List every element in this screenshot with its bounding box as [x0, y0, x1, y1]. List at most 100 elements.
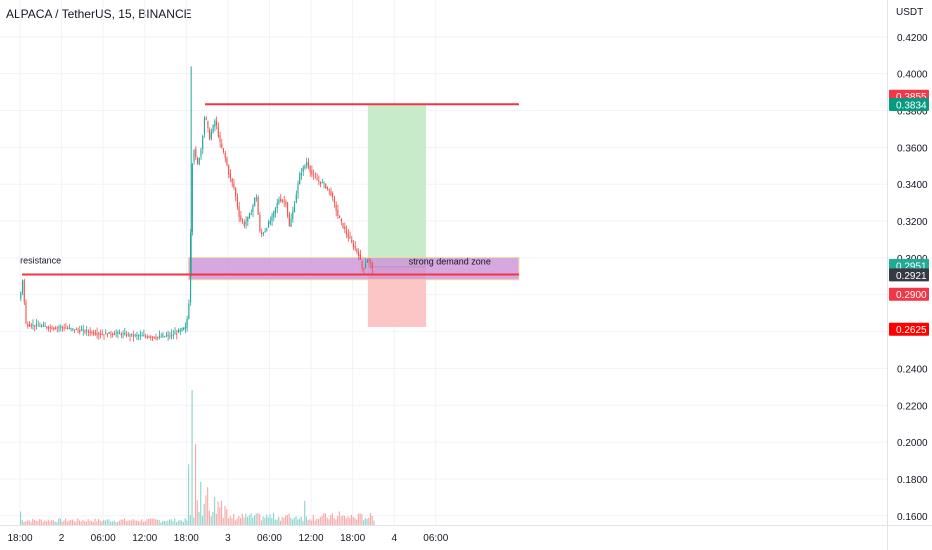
candle-body — [27, 324, 29, 327]
candle-body — [236, 197, 238, 208]
volume-bar — [361, 513, 363, 525]
candle-body — [136, 334, 138, 336]
candle-body — [269, 220, 271, 224]
volume-bar — [369, 513, 372, 525]
volume-bar — [323, 513, 325, 525]
candle-body — [314, 176, 316, 178]
candle-body — [318, 180, 320, 182]
candle-body — [214, 120, 216, 127]
candle-body — [146, 336, 148, 338]
candle-body — [342, 222, 344, 229]
volume-bar — [186, 520, 188, 525]
volume-bar — [39, 519, 41, 525]
volume-bar — [87, 519, 89, 525]
candle-body — [47, 326, 50, 329]
time-tick-label: 12:00 — [299, 533, 324, 544]
time-tick-label: 3 — [225, 533, 231, 544]
candle-body — [321, 182, 323, 184]
volume-bar — [238, 516, 240, 525]
candle-body — [307, 162, 309, 168]
volume-bar — [345, 518, 347, 525]
volume-bar — [139, 521, 141, 525]
candle-body — [143, 335, 145, 337]
volume-bar — [156, 519, 158, 525]
candle-body — [191, 163, 193, 233]
candle-body — [141, 335, 143, 337]
candle-body — [144, 336, 147, 338]
time-tick-label: 12:00 — [132, 533, 157, 544]
volume-bar — [91, 520, 93, 525]
volume-bar — [290, 517, 292, 525]
candle-body — [338, 215, 341, 218]
candle-body — [105, 332, 107, 335]
candle-body — [117, 331, 119, 334]
volume-bar — [234, 520, 236, 525]
volume-bar — [45, 521, 48, 525]
candle-body — [198, 157, 200, 165]
candle-body — [267, 222, 270, 228]
candle-body — [288, 214, 290, 227]
candle-body — [330, 191, 332, 196]
candle-body — [23, 280, 25, 302]
volume-bar — [71, 519, 74, 525]
volume-bar — [32, 518, 34, 525]
volume-bar — [54, 521, 56, 525]
volume-bar — [217, 501, 219, 525]
volume-bar — [189, 514, 191, 525]
candle-body — [186, 318, 188, 328]
candle-body — [278, 199, 280, 204]
volume-bar — [203, 503, 205, 525]
volume-bar — [253, 515, 256, 525]
volume-bar — [352, 516, 354, 525]
volume-bar — [89, 520, 91, 525]
candle-body — [235, 187, 237, 197]
volume-bar — [26, 520, 29, 525]
volume-bar — [279, 520, 282, 525]
volume-bar — [298, 518, 301, 525]
candle-body — [66, 328, 69, 330]
volume-bar — [96, 521, 98, 525]
volume-bar — [179, 519, 181, 525]
candle-body — [79, 330, 81, 333]
price-badge-label: 0.3855 — [896, 92, 927, 103]
candle-body — [53, 327, 55, 330]
candle-body — [266, 228, 268, 231]
volume-bar — [175, 522, 178, 525]
candle-body — [345, 230, 348, 235]
volume-bar — [120, 519, 122, 525]
candle-body — [40, 325, 43, 327]
candle-body — [200, 149, 202, 157]
candle-body — [323, 182, 325, 184]
candle-body — [370, 261, 372, 264]
volume-bar — [255, 513, 257, 525]
volume-bar — [343, 516, 346, 525]
candle-body — [359, 254, 361, 260]
candle-body — [37, 325, 39, 327]
volume-bar — [61, 521, 63, 525]
candle-body — [21, 280, 24, 293]
candle-body — [326, 186, 328, 189]
volume-bar — [51, 520, 53, 525]
volume-bar — [163, 520, 165, 525]
volume-bar — [259, 514, 261, 525]
candle-body — [188, 303, 190, 319]
volume-bar — [295, 516, 297, 525]
candle-body — [101, 333, 103, 335]
time-tick-label: 18:00 — [174, 533, 199, 544]
candle-body — [340, 219, 342, 222]
volume-bar — [130, 520, 133, 525]
volume-bar — [191, 390, 193, 525]
volume-bar — [233, 513, 235, 525]
candles — [20, 115, 374, 342]
volume-bar — [49, 521, 51, 525]
candle-body — [165, 335, 167, 337]
candle-body — [309, 166, 311, 172]
price-tick-label: 0.3400 — [897, 180, 928, 191]
volume-bar — [44, 520, 46, 525]
candle-body — [332, 193, 334, 198]
volume-bar — [177, 520, 179, 525]
volume-bar — [198, 512, 200, 525]
candle-body — [316, 178, 318, 181]
candle-body — [179, 329, 181, 332]
